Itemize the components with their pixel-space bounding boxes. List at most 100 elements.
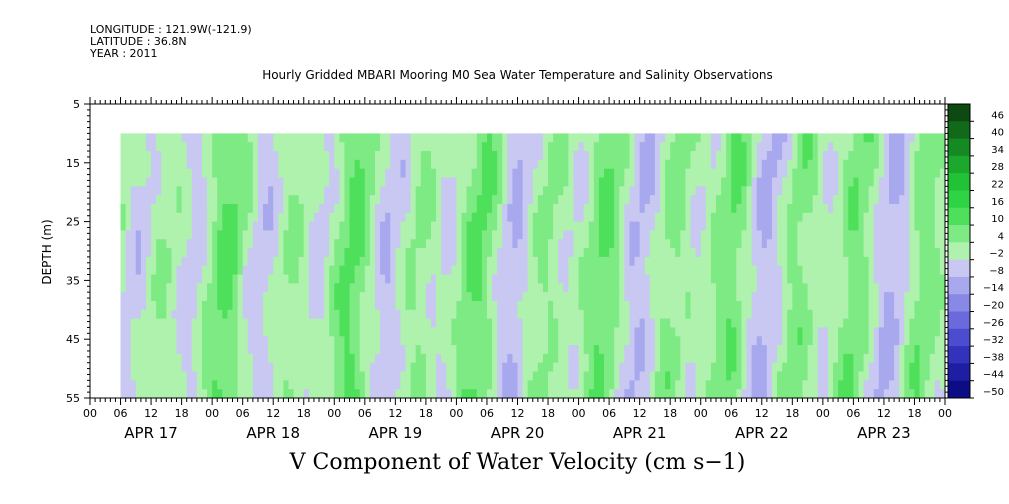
heatmap-cell [736, 318, 743, 329]
heatmap-cell [201, 230, 208, 240]
heatmap-cell [207, 203, 213, 214]
heatmap-cell [654, 283, 661, 293]
heatmap-cell [242, 159, 249, 170]
heatmap-cell [680, 159, 687, 170]
heatmap-cell [853, 195, 860, 205]
heatmap-cell [802, 292, 809, 302]
heatmap-cell [634, 345, 641, 355]
heatmap-cell [186, 230, 193, 240]
heatmap-cell [868, 142, 875, 152]
heatmap-cell [380, 353, 386, 364]
heatmap-cell [578, 212, 585, 223]
heatmap-cell [227, 309, 234, 320]
heatmap-cell [537, 168, 544, 179]
heatmap-cell [675, 389, 681, 399]
heatmap-cell [339, 265, 346, 276]
heatmap-cell [268, 203, 274, 214]
heatmap-cell [181, 248, 188, 258]
heatmap-cell [217, 309, 223, 320]
heatmap-cell [838, 203, 844, 214]
heatmap-cell [176, 151, 183, 161]
heatmap-cell [573, 256, 580, 267]
heatmap-cell [919, 239, 926, 249]
heatmap-cell [690, 212, 697, 223]
heatmap-cell [751, 256, 758, 267]
heatmap-cell [624, 203, 631, 214]
heatmap-cell [807, 195, 814, 205]
heatmap-cell [257, 142, 264, 152]
heatmap-cell [838, 345, 844, 355]
heatmap-cell [364, 327, 371, 337]
heatmap-cell [329, 142, 335, 152]
heatmap-cell [390, 300, 396, 311]
heatmap-cell [359, 274, 366, 284]
heatmap-cell [792, 142, 799, 152]
heatmap-cell [466, 186, 473, 196]
heatmap-cell [329, 362, 335, 373]
heatmap-cell [766, 318, 773, 329]
heatmap-cell [166, 159, 173, 170]
heatmap-cell [853, 274, 860, 284]
heatmap-cell [329, 195, 335, 205]
heatmap-cell [135, 362, 142, 373]
heatmap-cell [140, 283, 147, 293]
heatmap-cell [542, 168, 549, 179]
heatmap-cell [252, 362, 259, 373]
heatmap-cell [145, 221, 152, 232]
heatmap-cell [700, 151, 707, 161]
heatmap-cell [649, 239, 656, 249]
heatmap-cell [278, 389, 284, 399]
heatmap-cell [553, 203, 559, 214]
heatmap-cell [140, 256, 147, 267]
heatmap-cell [385, 283, 391, 293]
heatmap-cell [181, 142, 188, 152]
heatmap-cell [680, 362, 687, 373]
heatmap-cell [817, 142, 824, 152]
heatmap-cell [156, 362, 162, 373]
heatmap-cell [410, 142, 417, 152]
heatmap-cell [161, 371, 167, 381]
heatmap-cell [792, 292, 799, 302]
heatmap-cell [502, 151, 508, 161]
heatmap-cell [568, 195, 575, 205]
heatmap-cell [186, 309, 193, 320]
heatmap-cell [268, 380, 274, 390]
heatmap-cell [573, 230, 580, 240]
heatmap-cell [614, 186, 620, 196]
heatmap-cell [492, 380, 498, 390]
heatmap-cell [375, 336, 381, 346]
heatmap-cell [456, 327, 463, 337]
heatmap-cell [858, 371, 865, 381]
heatmap-cell [176, 177, 183, 187]
heatmap-cell [293, 380, 300, 390]
heatmap-cell [125, 159, 132, 170]
heatmap-cell [822, 248, 829, 258]
heatmap-cell [507, 380, 514, 390]
heatmap-cell [263, 230, 269, 240]
heatmap-cell [308, 256, 315, 267]
heatmap-cell [375, 380, 381, 390]
heatmap-cell [929, 239, 936, 249]
heatmap-cell [283, 371, 290, 381]
heatmap-cell [807, 389, 814, 399]
heatmap-cell [313, 292, 320, 302]
heatmap-cell [858, 203, 865, 214]
heatmap-cell [894, 195, 900, 205]
heatmap-cell [313, 203, 320, 214]
heatmap-cell [410, 274, 417, 284]
heatmap-cell [726, 230, 732, 240]
heatmap-cell [517, 353, 524, 364]
heatmap-cell [176, 353, 183, 364]
heatmap-cell [364, 389, 371, 399]
heatmap-cell [486, 195, 493, 205]
heatmap-cell [878, 186, 885, 196]
heatmap-cell [817, 186, 824, 196]
heatmap-cell [512, 168, 519, 179]
heatmap-cell [156, 151, 162, 161]
heatmap-cell [929, 309, 936, 320]
heatmap-cell [649, 371, 656, 381]
heatmap-cell [222, 177, 229, 187]
heatmap-cell [390, 389, 396, 399]
heatmap-cell [186, 186, 193, 196]
heatmap-cell [319, 327, 325, 337]
